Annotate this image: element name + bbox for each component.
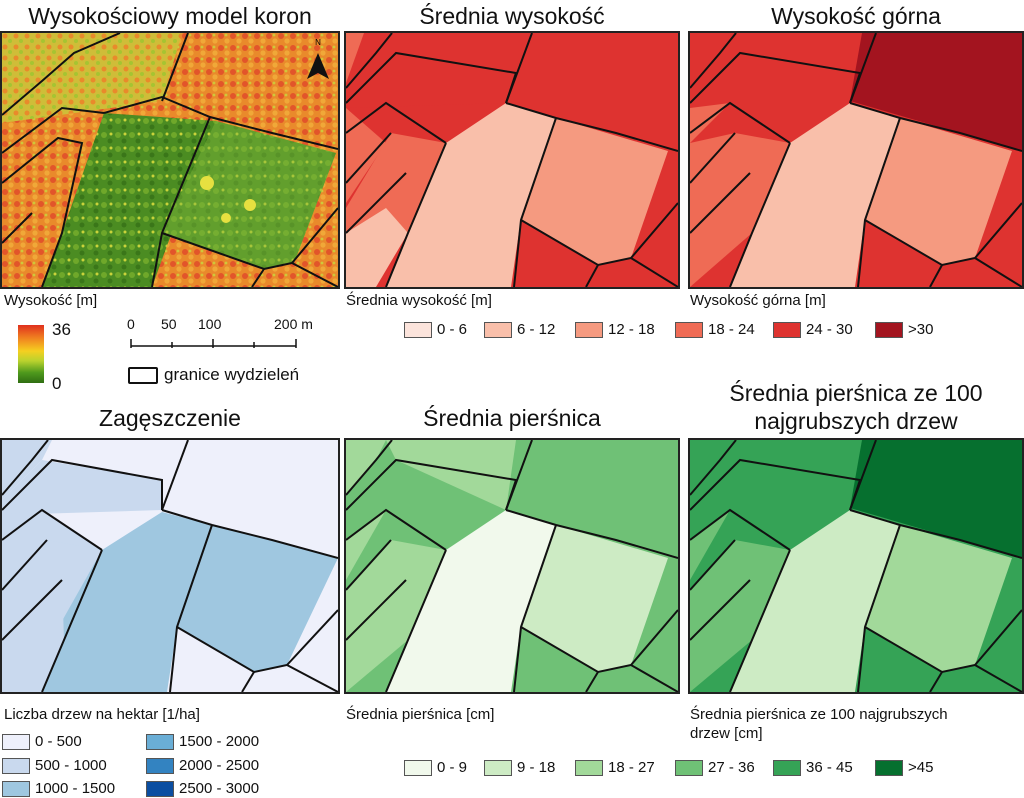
map-mean-height — [344, 31, 680, 289]
legend-swatch — [2, 733, 30, 750]
legend-label: 2000 - 2500 — [179, 757, 260, 774]
legend-swatch — [875, 759, 903, 776]
density-legend-item: 2500 - 3000 — [146, 780, 259, 797]
scale-bar-line — [130, 339, 297, 348]
caption-top-height: Wysokość górna [m] — [690, 292, 826, 309]
scale-tick-label: 50 — [161, 316, 177, 332]
north-arrow-icon: N — [307, 38, 329, 79]
legend-label: 9 - 18 — [517, 759, 556, 776]
legend-label: 12 - 18 — [608, 321, 655, 338]
panel-title-mean-dbh: Średnia pierśnica — [423, 405, 601, 431]
caption-top100-dbh-line1: Średnia pierśnica ze 100 najgrubszych — [690, 706, 948, 723]
scale-tick-label: 0 — [127, 316, 135, 332]
scale-bar: 0 50 100 200 m — [126, 316, 336, 356]
caption-mean-dbh: Średnia pierśnica [cm] — [346, 706, 495, 723]
height-legend-item: 24 - 30 — [773, 321, 853, 338]
chm-raster: N — [2, 33, 338, 287]
legend-swatch — [146, 757, 174, 774]
height-legend-item: 6 - 12 — [484, 321, 555, 338]
panel-title-mean-height: Średnia wysokość — [419, 3, 605, 29]
dbh-legend-item: >45 — [875, 759, 933, 776]
legend-swatch — [484, 759, 512, 776]
legend-swatch — [575, 759, 603, 776]
map-tree-density — [0, 438, 340, 694]
map-top-height — [688, 31, 1024, 289]
legend-label: >45 — [908, 759, 934, 776]
caption-chm: Wysokość [m] — [4, 292, 98, 309]
legend-swatch — [773, 321, 801, 338]
legend-label: 6 - 12 — [517, 321, 556, 338]
legend-label: 18 - 27 — [608, 759, 655, 776]
caption-top100-dbh-line2: drzew [cm] — [690, 725, 763, 742]
legend-swatch — [404, 759, 432, 776]
density-legend-item: 2000 - 2500 — [146, 757, 259, 774]
height-legend-item: 12 - 18 — [575, 321, 655, 338]
caption-mean-height: Średnia wysokość [m] — [346, 292, 492, 309]
dbh-legend-item: 27 - 36 — [675, 759, 755, 776]
density-legend-item: 1500 - 2000 — [146, 733, 259, 750]
legend-label: 0 - 9 — [437, 759, 468, 776]
density-legend-item: 500 - 1000 — [2, 757, 107, 774]
chm-ramp-min-label: 0 — [52, 374, 62, 393]
legend-swatch — [404, 321, 432, 338]
scale-tick-label: 200 m — [274, 316, 313, 332]
boundary-legend: granice wydzieleń — [128, 365, 299, 385]
legend-swatch — [2, 757, 30, 774]
legend-swatch — [773, 759, 801, 776]
legend-swatch — [2, 780, 30, 797]
legend-swatch — [575, 321, 603, 338]
chm-ramp-max-label: 36 — [52, 320, 71, 339]
legend-label: 24 - 30 — [806, 321, 853, 338]
legend-label: 27 - 36 — [708, 759, 755, 776]
height-legend-item: >30 — [875, 321, 933, 338]
panel-title-top100-dbh-line1: Średnia pierśnica ze 100 — [729, 380, 983, 406]
height-legend-item: 0 - 6 — [404, 321, 467, 338]
legend-label: >30 — [908, 321, 934, 338]
caption-density: Liczba drzew na hektar [1/ha] — [4, 706, 200, 723]
dbh-legend-item: 0 - 9 — [404, 759, 467, 776]
chm-color-ramp — [18, 325, 44, 383]
dbh-legend-item: 36 - 45 — [773, 759, 853, 776]
panel-title-top100-dbh-line2: najgrubszych drzew — [754, 408, 958, 434]
panel-title-top-height: Wysokość górna — [771, 3, 941, 29]
legend-swatch — [675, 759, 703, 776]
height-legend-item: 18 - 24 — [675, 321, 755, 338]
legend-label: 1000 - 1500 — [35, 780, 116, 797]
legend-label: 2500 - 3000 — [179, 780, 260, 797]
legend-swatch — [875, 321, 903, 338]
legend-label: 36 - 45 — [806, 759, 853, 776]
legend-label: 500 - 1000 — [35, 757, 107, 774]
map-mean-dbh — [344, 438, 680, 694]
svg-text:N: N — [315, 38, 321, 47]
density-legend-item: 1000 - 1500 — [2, 780, 115, 797]
legend-swatch — [146, 733, 174, 750]
boundary-swatch — [128, 366, 158, 384]
panel-title-density: Zagęszczenie — [99, 405, 241, 431]
dbh-legend-item: 18 - 27 — [575, 759, 655, 776]
legend-swatch — [484, 321, 512, 338]
map-canopy-height-model: N — [0, 31, 340, 289]
dbh-legend-item: 9 - 18 — [484, 759, 555, 776]
legend-label: 0 - 500 — [35, 733, 82, 750]
scale-tick-label: 100 — [198, 316, 222, 332]
legend-label: 1500 - 2000 — [179, 733, 260, 750]
boundary-label: granice wydzieleń — [164, 365, 300, 384]
legend-swatch — [146, 780, 174, 797]
panel-title-chm: Wysokościowy model koron — [28, 3, 312, 29]
legend-swatch — [675, 321, 703, 338]
legend-label: 18 - 24 — [708, 321, 755, 338]
legend-label: 0 - 6 — [437, 321, 468, 338]
map-top100-dbh — [688, 438, 1024, 694]
density-legend-item: 0 - 500 — [2, 733, 82, 750]
